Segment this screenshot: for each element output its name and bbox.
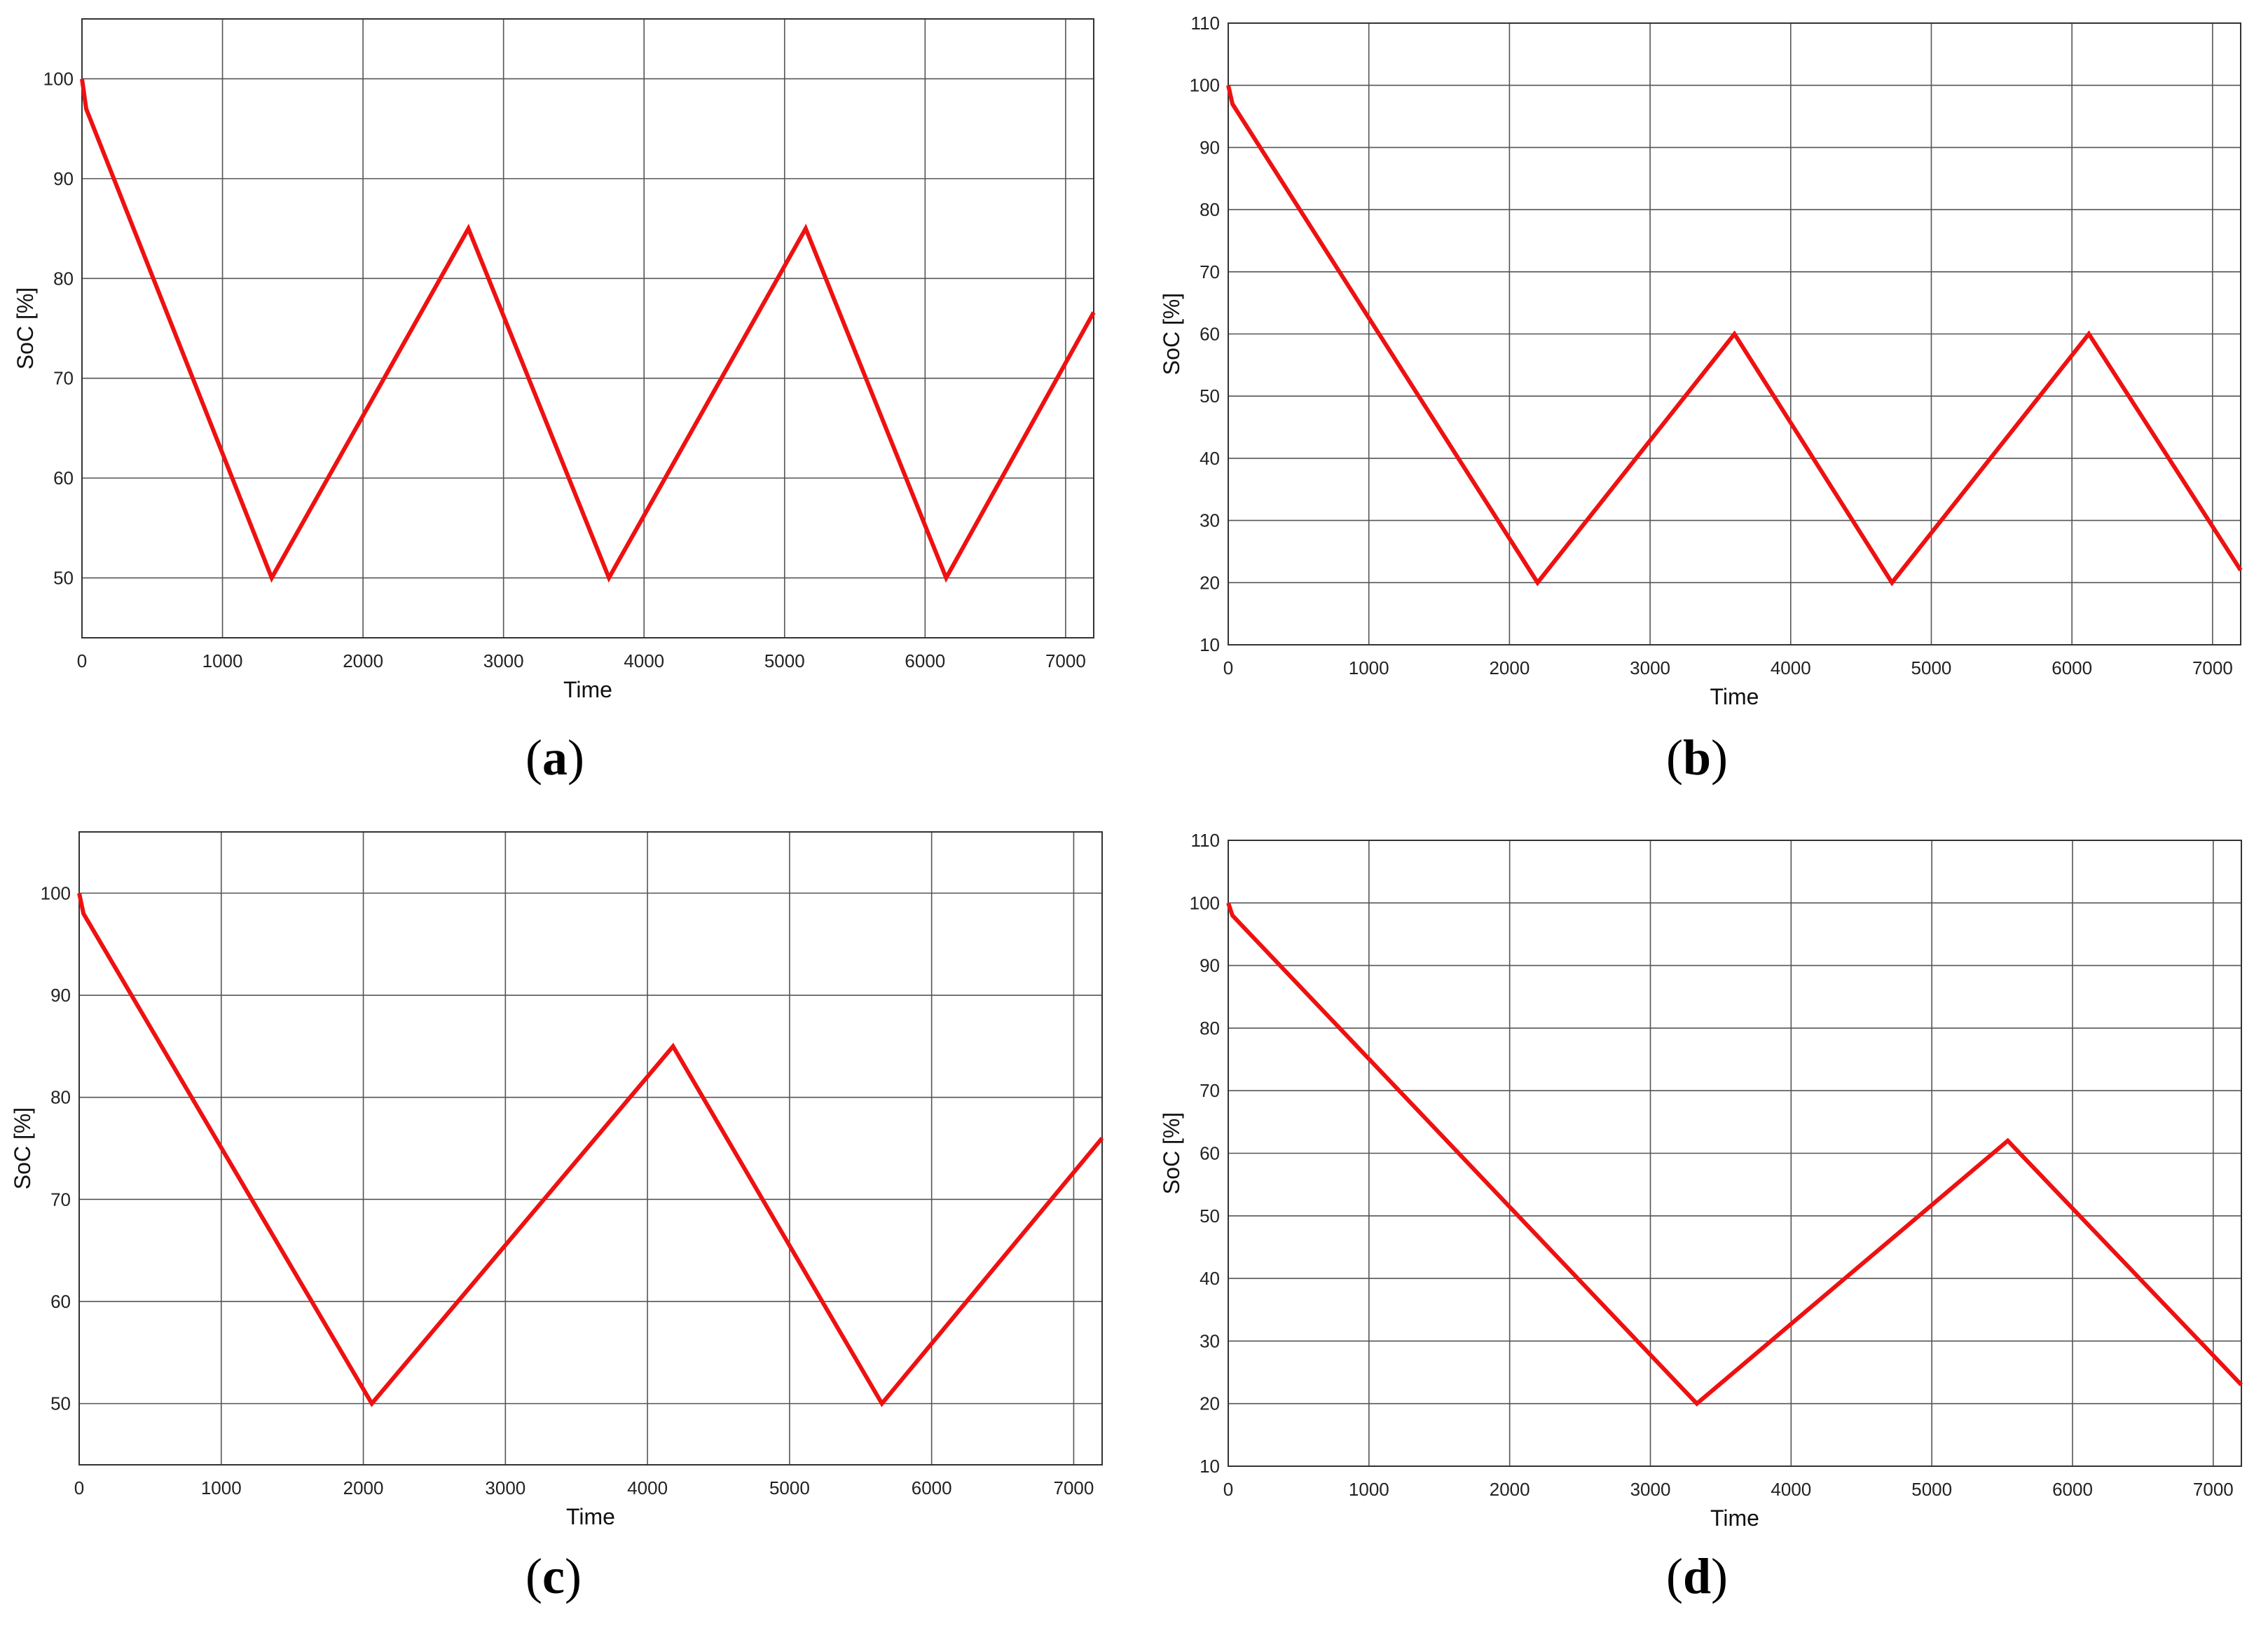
x-tick-label-2000: 2000 [1489, 657, 1530, 678]
y-tick-label-80: 80 [50, 1087, 71, 1108]
y-tick-label-50: 50 [53, 568, 74, 589]
y-tick-label-10: 10 [1200, 1456, 1220, 1477]
y-tick-label-60: 60 [50, 1291, 71, 1312]
y-tick-label-20: 20 [1200, 1393, 1220, 1414]
y-tick-label-80: 80 [53, 268, 74, 289]
x-tick-label-4000: 4000 [1771, 1479, 1811, 1500]
y-tick-label-60: 60 [53, 467, 74, 489]
y-tick-label-90: 90 [50, 985, 71, 1006]
y-tick-label-50: 50 [50, 1393, 71, 1414]
y-tick-label-40: 40 [1200, 448, 1220, 469]
y-tick-label-90: 90 [1200, 955, 1220, 976]
x-tick-label-7000: 7000 [1045, 650, 1086, 671]
x-tick-label-1000: 1000 [1349, 1479, 1389, 1500]
y-tick-label-100: 100 [41, 882, 71, 903]
y-tick-label-50: 50 [1200, 385, 1220, 406]
x-tick-label-3000: 3000 [485, 1477, 525, 1498]
y-tick-label-110: 110 [1191, 13, 1220, 34]
chart-panel-d: 0 1000 2000 3000 4000 5000 6000 7000 10 20 30 40 50 6… [1134, 813, 2268, 1626]
panel-label-d: (d) [1666, 1548, 1729, 1604]
y-tick-label-60: 60 [1200, 324, 1220, 345]
y-tick-label-80: 80 [1200, 1018, 1220, 1039]
x-tick-label-1000: 1000 [1349, 657, 1389, 678]
plot-frame [78, 831, 1103, 1466]
y-tick-label-50: 50 [1200, 1205, 1220, 1227]
chart-d-plot: 0 1000 2000 3000 4000 5000 6000 7000 10 20 30 40 50 6… [1159, 830, 2243, 1531]
chart-a-plot: 0 1000 2000 3000 4000 5000 6000 7000 50 60 70 80 90 1… [13, 18, 1096, 702]
x-tick-label-0: 0 [1223, 1479, 1233, 1500]
x-tick-label-4000: 4000 [1771, 657, 1811, 678]
y-axis-title: SoC [%] [13, 287, 38, 369]
y-tick-label-70: 70 [1200, 261, 1220, 282]
y-axis-title: SoC [%] [10, 1107, 35, 1189]
x-tick-label-6000: 6000 [912, 1477, 952, 1498]
y-tick-label-100: 100 [43, 68, 74, 89]
y-tick-label-90: 90 [53, 168, 74, 189]
x-tick-label-2000: 2000 [343, 1477, 384, 1498]
plot-frame [81, 18, 1094, 638]
x-tick-label-6000: 6000 [2051, 657, 2092, 678]
y-tick-label-40: 40 [1200, 1268, 1220, 1289]
y-tick-label-20: 20 [1200, 572, 1220, 593]
chart-b-plot: 0 1000 2000 3000 4000 5000 6000 7000 10 20 30 40 50 6… [1159, 13, 2243, 709]
chart-panel-a: 0 1000 2000 3000 4000 5000 6000 7000 50 60 70 80 90 1… [0, 0, 1134, 813]
x-tick-label-3000: 3000 [1630, 657, 1670, 678]
panel-label-b: (b) [1666, 730, 1729, 786]
y-tick-label-60: 60 [1200, 1143, 1220, 1164]
x-tick-label-4000: 4000 [627, 1477, 668, 1498]
y-tick-label-30: 30 [1200, 1330, 1220, 1351]
x-tick-label-5000: 5000 [769, 1477, 810, 1498]
x-tick-label-2000: 2000 [343, 650, 383, 671]
x-tick-label-7000: 7000 [2192, 657, 2233, 678]
x-tick-label-5000: 5000 [1911, 657, 1952, 678]
x-axis-title: Time [566, 1504, 615, 1529]
x-axis-title: Time [563, 677, 612, 702]
y-tick-label-100: 100 [1190, 892, 1220, 913]
x-tick-label-3000: 3000 [1630, 1479, 1671, 1500]
y-tick-label-110: 110 [1191, 830, 1220, 851]
y-tick-label-70: 70 [1200, 1080, 1220, 1101]
y-axis-title: SoC [%] [1159, 293, 1184, 375]
soc-series-line-0 [80, 78, 1096, 583]
x-tick-label-5000: 5000 [1911, 1479, 1952, 1500]
x-tick-label-1000: 1000 [202, 650, 243, 671]
y-tick-label-90: 90 [1200, 137, 1220, 158]
soc-series-line-0 [1226, 902, 2243, 1407]
x-tick-label-0: 0 [74, 1477, 84, 1498]
x-tick-label-7000: 7000 [2193, 1479, 2234, 1500]
x-tick-label-4000: 4000 [624, 650, 664, 671]
y-axis-title: SoC [%] [1159, 1112, 1184, 1194]
x-tick-label-0: 0 [77, 650, 87, 671]
plot-frame [1228, 840, 2242, 1467]
x-axis-title: Time [1710, 1505, 1759, 1531]
x-tick-label-3000: 3000 [483, 650, 524, 671]
soc-series-line-0 [77, 892, 1104, 1407]
y-tick-label-10: 10 [1200, 634, 1220, 655]
chart-panel-c: 0 1000 2000 3000 4000 5000 6000 7000 50 60 70 80 90 1… [0, 813, 1134, 1626]
y-tick-label-70: 70 [53, 368, 74, 389]
chart-panel-b: 0 1000 2000 3000 4000 5000 6000 7000 10 20 30 40 50 6… [1134, 0, 2268, 813]
y-tick-label-30: 30 [1200, 510, 1220, 531]
x-tick-label-6000: 6000 [905, 650, 945, 671]
x-tick-label-7000: 7000 [1054, 1477, 1094, 1498]
panel-label-a: (a) [525, 730, 584, 786]
x-axis-title: Time [1710, 684, 1759, 709]
y-tick-label-100: 100 [1190, 75, 1220, 96]
soc-series-line-0 [1226, 85, 2243, 587]
chart-c-plot: 0 1000 2000 3000 4000 5000 6000 7000 50 60 70 80 90 1… [10, 831, 1104, 1529]
y-tick-label-80: 80 [1200, 199, 1220, 220]
x-tick-label-6000: 6000 [2052, 1479, 2093, 1500]
x-tick-label-5000: 5000 [764, 650, 805, 671]
x-tick-label-1000: 1000 [201, 1477, 242, 1498]
panel-label-c: (c) [525, 1548, 582, 1604]
x-tick-label-0: 0 [1223, 657, 1233, 678]
plot-frame [1228, 22, 2241, 645]
x-tick-label-2000: 2000 [1490, 1479, 1530, 1500]
y-tick-label-70: 70 [50, 1189, 71, 1210]
